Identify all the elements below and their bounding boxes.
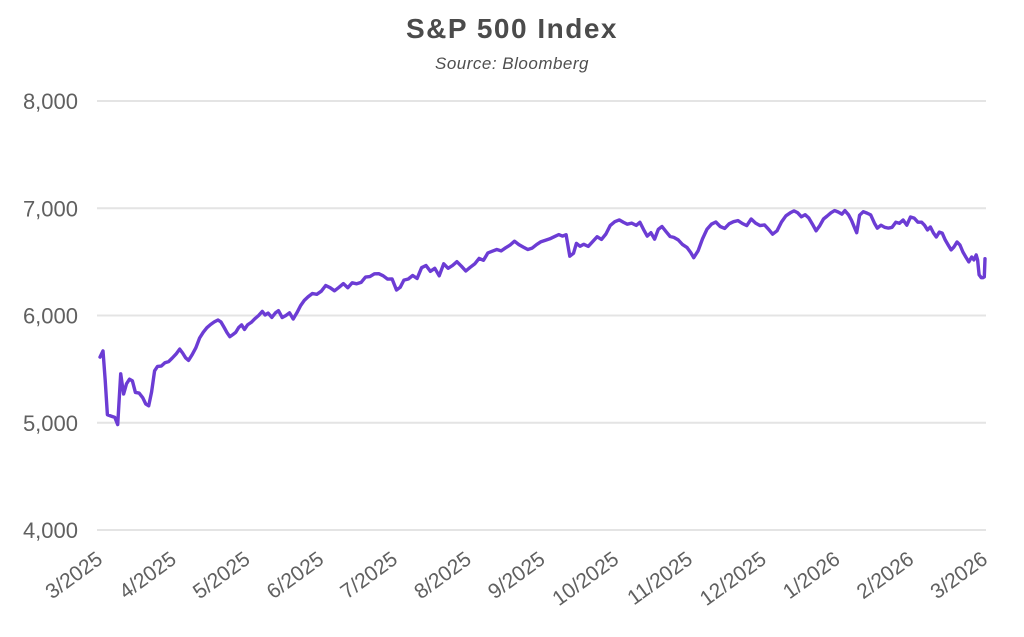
x-tick-label: 11/2025 [623, 547, 697, 609]
price-line [98, 208, 987, 427]
x-tick-label: 4/2025 [115, 547, 180, 603]
x-tick-label: 1/2026 [779, 547, 844, 603]
x-tick-label: 9/2025 [484, 547, 549, 603]
chart-subtitle: Source: Bloomberg [434, 54, 590, 73]
y-tick-label: 8,000 [23, 89, 78, 114]
y-tick-label: 4,000 [23, 518, 78, 543]
x-tick-label: 3/2025 [41, 547, 106, 603]
x-tick-label: 3/2026 [926, 547, 991, 603]
y-tick-label: 7,000 [23, 196, 78, 221]
x-tick-label: 10/2025 [548, 547, 623, 610]
x-tick-label: 12/2025 [696, 547, 771, 610]
x-tick-label: 2/2026 [853, 547, 918, 603]
y-tick-label: 5,000 [23, 411, 78, 436]
x-tick-label: 7/2025 [336, 547, 401, 603]
x-tick-label: 5/2025 [189, 547, 254, 603]
y-tick-label: 6,000 [23, 304, 78, 329]
x-tick-label: 6/2025 [263, 547, 328, 603]
chart-title: S&P 500 Index [406, 13, 618, 44]
x-tick-label: 8/2025 [410, 547, 475, 603]
